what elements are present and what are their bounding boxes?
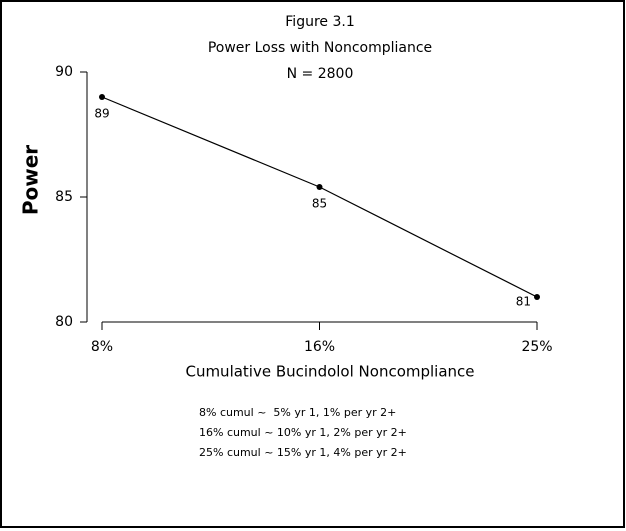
data-label: 81	[516, 295, 531, 309]
note: 16% cumul ~ 10% yr 1, 2% per yr 2+	[199, 426, 407, 439]
x-tick-label: 8%	[91, 339, 113, 355]
x-tick-label: 16%	[304, 339, 335, 355]
chart-title: N = 2800	[287, 66, 354, 82]
data-label: 89	[94, 107, 109, 121]
data-point	[534, 294, 540, 300]
y-axis-label: Power	[19, 145, 43, 215]
y-tick-label: 90	[55, 64, 73, 80]
x-tick-label: 25%	[521, 339, 552, 355]
note: 8% cumul ~ 5% yr 1, 1% per yr 2+	[199, 406, 396, 419]
data-point	[99, 94, 105, 100]
data-label: 85	[312, 197, 327, 211]
y-tick-label: 80	[55, 314, 73, 330]
data-point	[316, 184, 323, 190]
chart-title: Figure 3.1	[285, 14, 354, 30]
chart-title: Power Loss with Noncompliance	[208, 40, 432, 56]
y-tick-label: 85	[55, 189, 73, 205]
note: 25% cumul ~ 15% yr 1, 4% per yr 2+	[199, 446, 407, 459]
x-axis-label: Cumulative Bucindolol Noncompliance	[185, 363, 474, 381]
